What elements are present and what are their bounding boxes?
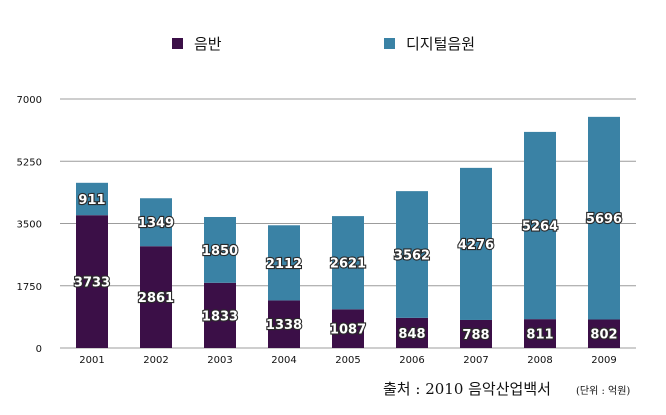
bar-value-label: 1850: [202, 244, 238, 259]
x-tick-label: 2007: [463, 355, 488, 366]
bar-segment-digital: [204, 216, 236, 283]
bar-segment-albums: [76, 215, 108, 348]
bar-segment-albums: [204, 282, 236, 348]
bar-value-label: 1349: [138, 216, 174, 231]
bar-value-label: 3733: [74, 276, 110, 291]
x-tick-label: 2008: [527, 355, 552, 366]
y-tick-label: 0: [36, 344, 42, 355]
y-axis-ticks: 0 1750 3500 5250 7000: [17, 95, 42, 355]
bar-segment-albums: [332, 309, 364, 348]
bar-segment-digital: [588, 116, 620, 320]
bar-segment-albums: [396, 317, 428, 348]
bar-segment-albums: [268, 300, 300, 348]
bar-value-label: 1833: [202, 309, 238, 324]
bar-segment-albums: [460, 319, 492, 348]
y-tick-label: 5250: [17, 157, 42, 168]
source-note: 출처 : 2010 음악산업백서: [383, 380, 551, 398]
bar-value-label: 5264: [522, 220, 558, 235]
bar-value-label: 1087: [330, 323, 366, 338]
legend-swatch-digital: [384, 38, 395, 49]
legend-label-digital: 디지털음원: [406, 35, 475, 53]
bar-value-label: 788: [462, 328, 489, 343]
x-tick-label: 2002: [143, 355, 168, 366]
legend-label-albums: 음반: [194, 35, 222, 53]
bar-segment-digital: [460, 167, 492, 320]
bar-value-label: 2112: [266, 257, 302, 272]
x-tick-label: 2009: [591, 355, 616, 366]
bar-value-label: 2861: [138, 291, 174, 306]
x-tick-label: 2003: [207, 355, 232, 366]
bar-segment-digital: [76, 182, 108, 216]
bar-segment-albums: [524, 319, 556, 348]
y-tick-label: 7000: [17, 95, 42, 106]
bar-segment-digital: [524, 131, 556, 320]
unit-note: (단위 : 억원): [576, 384, 630, 397]
legend-swatch-albums: [172, 38, 183, 49]
bar-segment-albums: [588, 319, 620, 348]
bar-value-label: 3562: [394, 248, 430, 263]
bar-value-label: 911: [78, 193, 105, 208]
bar-segment-digital: [332, 216, 364, 310]
bars: 3733 911 2861 1349 1833 1850 1338 2112 1087 2621 8…: [73, 116, 623, 348]
bar-value-label: 5696: [586, 212, 622, 227]
bar-segment-digital: [268, 225, 300, 301]
y-tick-label: 1750: [17, 282, 42, 293]
x-tick-label: 2001: [79, 355, 104, 366]
x-tick-label: 2006: [399, 355, 424, 366]
bar-value-label: 848: [398, 327, 425, 342]
bar-segment-digital: [396, 191, 428, 318]
bar-segment-albums: [140, 246, 172, 348]
bar-value-label: 2621: [330, 257, 366, 272]
x-axis-ticks: 2001 2002 2003 2004 2005 2006 2007 2008 2009: [79, 355, 616, 366]
y-tick-label: 3500: [17, 220, 42, 231]
bar-value-label: 1338: [266, 318, 302, 333]
x-tick-label: 2004: [271, 355, 296, 366]
legend: 음반 디지털음원: [172, 35, 475, 53]
bar-value-label: 802: [590, 328, 617, 343]
bar-value-label: 4276: [458, 238, 494, 253]
bar-value-label: 811: [526, 328, 553, 343]
bar-segment-digital: [140, 198, 172, 247]
x-tick-label: 2005: [335, 355, 360, 366]
